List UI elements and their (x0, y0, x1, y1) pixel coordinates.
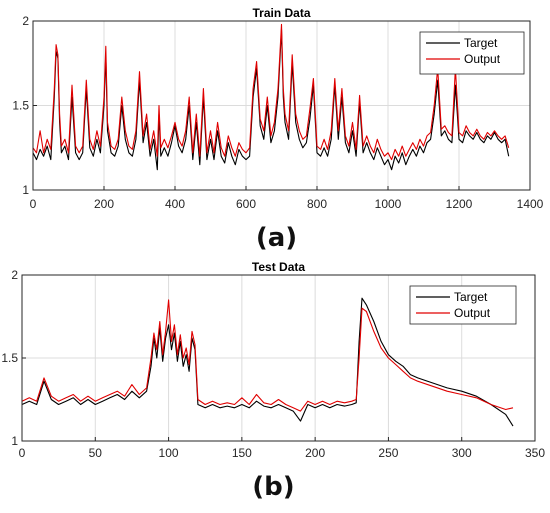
x-tick-label: 200 (94, 197, 114, 211)
legend: Target Output (409, 285, 517, 325)
legend-box (409, 285, 517, 325)
x-tick-label: 100 (159, 446, 179, 460)
legend-label: Target (464, 36, 498, 50)
y-tick-label: 1 (11, 434, 18, 448)
x-tick-label: 0 (19, 446, 26, 460)
x-tick-label: 400 (165, 197, 185, 211)
y-tick-label: 2 (22, 14, 29, 28)
x-tick-label: 300 (452, 446, 472, 460)
panel-label: (a) (256, 223, 297, 253)
x-tick-label: 250 (378, 446, 398, 460)
series-line-output (32, 23, 510, 161)
x-tick-label: 1000 (375, 197, 402, 211)
panel-label: (b) (252, 472, 294, 502)
legend-label: Output (464, 52, 501, 66)
x-tick-label: 800 (307, 197, 327, 211)
y-tick-label: 1.5 (1, 351, 18, 365)
legend-label: Target (454, 290, 488, 304)
legend-box (419, 31, 525, 75)
series-line-output (21, 299, 514, 412)
x-tick-label: 0 (30, 197, 37, 211)
legend: Target Output (419, 31, 525, 75)
x-tick-label: 50 (89, 446, 103, 460)
x-tick-label: 1400 (517, 197, 544, 211)
chart-title: Train Data (252, 6, 310, 20)
x-tick-label: 350 (525, 446, 545, 460)
legend-label: Output (454, 306, 491, 320)
series-line-target (21, 297, 514, 427)
y-tick-label: 2 (11, 268, 18, 282)
chart-title: Test Data (252, 260, 305, 274)
x-tick-label: 1200 (446, 197, 473, 211)
y-tick-label: 1.5 (12, 99, 29, 113)
x-tick-label: 200 (305, 446, 325, 460)
x-tick-label: 150 (232, 446, 252, 460)
x-tick-label: 600 (236, 197, 256, 211)
y-tick-label: 1 (22, 183, 29, 197)
chart-panel-2: 0 50 100 150 200 250 300 350 1 1.5 2 Test Data Targe… (1, 260, 545, 502)
chart-panel-1: 0 200 400 600 800 1000 1200 1400 1 1.5 2 Train Data… (12, 6, 543, 253)
